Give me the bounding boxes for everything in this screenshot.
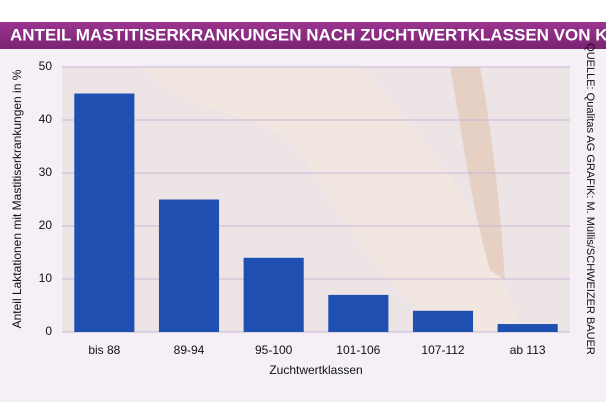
- bar: [243, 257, 304, 332]
- bar: [328, 294, 389, 332]
- bar: [412, 310, 474, 332]
- x-axis-label: Zuchtwertklassen: [269, 363, 362, 377]
- y-tick-label: 40: [39, 112, 53, 126]
- y-axis-label: Anteil Laktationen mit Mastitiserkrankun…: [10, 69, 24, 328]
- title-banner: [0, 22, 606, 49]
- x-tick-label: 101-106: [336, 343, 380, 357]
- background-image: [140, 67, 520, 332]
- y-tick-label: 10: [39, 271, 53, 285]
- chart-title: ANTEIL MASTITISERKRANKUNGEN NACH ZUCHTWE…: [10, 25, 606, 44]
- y-tick-label: 0: [45, 324, 52, 338]
- bar: [497, 324, 558, 332]
- bar: [74, 93, 135, 332]
- y-tick-label: 30: [39, 165, 53, 179]
- bar: [158, 199, 220, 332]
- x-tick-label: ab 113: [510, 343, 546, 357]
- y-tick-label: 20: [39, 218, 53, 232]
- x-tick-label: 107-112: [421, 343, 464, 357]
- source-note: QUELLE: Qualitas AG GRAFIK: M. Müllis/SC…: [584, 43, 596, 355]
- x-tick-label: bis 88: [88, 343, 120, 357]
- y-tick-label: 50: [39, 59, 53, 73]
- x-tick-label: 95-100: [255, 343, 293, 357]
- x-tick-label: 89-94: [174, 343, 205, 357]
